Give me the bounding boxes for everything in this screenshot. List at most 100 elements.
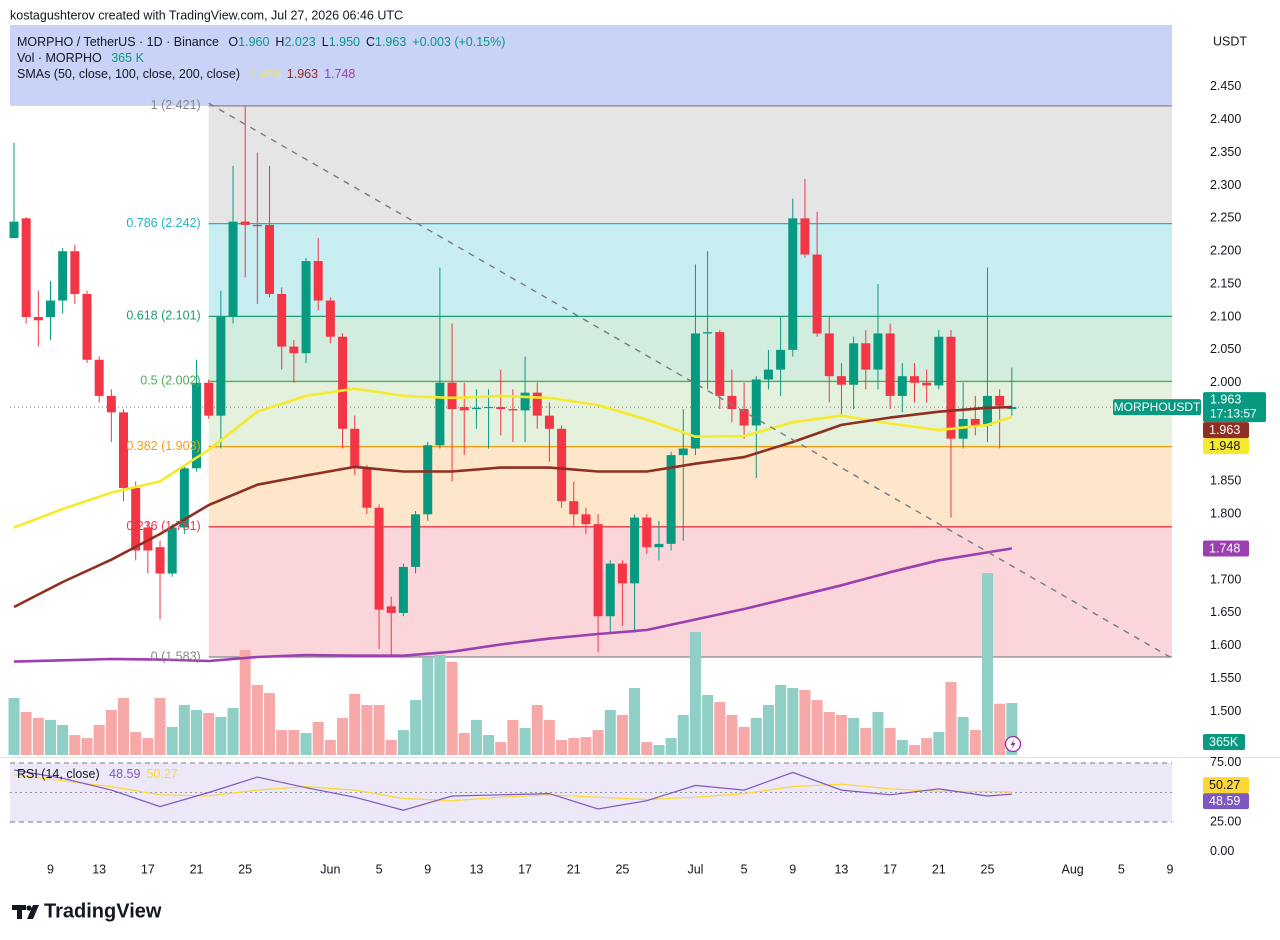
legend-value: 1.950: [328, 35, 360, 49]
candle-body: [678, 448, 688, 456]
volume-bar: [166, 726, 178, 755]
candle-body: [812, 254, 822, 334]
candle-body: [520, 392, 530, 411]
candle-body: [240, 221, 250, 225]
rsi-value: 48.59: [109, 767, 141, 781]
volume-bar: [860, 727, 872, 755]
candle-body: [654, 543, 664, 548]
volume-bar: [689, 632, 701, 755]
volume-bar: [410, 699, 422, 755]
rsi-line: [13, 769, 1012, 811]
candle-body: [885, 333, 895, 396]
volume-bar: [835, 714, 847, 755]
volume-bar: [239, 649, 251, 755]
rsi-tick-label: 0.00: [1210, 844, 1234, 858]
sma-line: [13, 405, 1012, 609]
volume-bar: [677, 714, 689, 755]
candle-body: [642, 517, 652, 548]
candle-body: [593, 524, 603, 617]
candle-body: [715, 332, 725, 396]
candle-body: [119, 412, 129, 488]
volume-bar: [799, 690, 811, 755]
candle-body: [155, 547, 165, 574]
x-tick-label: 17: [883, 862, 897, 876]
candle-body: [338, 336, 348, 429]
volume-bar: [787, 688, 799, 755]
x-tick-label: 21: [567, 862, 581, 876]
volume-bar: [337, 717, 349, 755]
volume-bar: [81, 738, 93, 755]
candle-body: [398, 566, 408, 613]
candle-body: [934, 336, 944, 386]
volume-bar: [20, 711, 32, 755]
candle-body: [459, 407, 469, 411]
volume-legend: Vol · MORPHO 365 K: [17, 50, 150, 66]
candle-body: [94, 359, 104, 396]
axis-tag-label: 1.948: [1209, 439, 1240, 453]
y-tick-label: 2.100: [1210, 309, 1241, 323]
fib-label: 0.5 (2.002): [140, 374, 200, 388]
price-tags: MORPHOUSDT1.96317:13:571.9481.9631.74836…: [1113, 392, 1266, 810]
candle-body: [216, 317, 226, 416]
volume-bar: [957, 716, 969, 755]
sma-line: [13, 387, 1013, 529]
x-tick-label: Jun: [320, 862, 340, 876]
volume-bar: [470, 719, 482, 755]
axis-tag: [1203, 777, 1249, 794]
y-tick-label: 1.700: [1210, 572, 1241, 586]
volume-bar: [178, 704, 190, 755]
axis-tag: [1203, 422, 1249, 439]
x-tick-label: 17: [518, 862, 532, 876]
volume-bar: [629, 688, 641, 755]
trendline: [208, 102, 1171, 658]
fib-label: 0.382 (1.903): [126, 439, 200, 453]
volume-bar: [276, 730, 288, 755]
volume-bar: [142, 738, 154, 755]
volume-tag-label: 365K: [1209, 735, 1239, 749]
axis-tag-label: 50.27: [1209, 778, 1240, 792]
volume-bar: [458, 733, 470, 755]
candle-body: [496, 407, 506, 410]
brand-name: TradingView: [44, 900, 162, 922]
sma-line: [13, 547, 1013, 663]
volume-bar: [361, 704, 373, 755]
candle-body: [313, 261, 323, 301]
x-tick-label: 9: [47, 862, 54, 876]
sma-value: 1.963: [286, 67, 319, 81]
x-tick-label: 5: [1118, 862, 1125, 876]
candle-body: [861, 343, 871, 370]
volume-bar: [872, 711, 884, 755]
axis-tag-label: 1.963: [1209, 423, 1240, 437]
volume-bar: [884, 727, 896, 755]
y-tick-label: 1.600: [1210, 638, 1241, 652]
candle-body: [411, 514, 421, 567]
volume-bar: [1006, 702, 1018, 755]
y-tick-label: 2.150: [1210, 276, 1241, 290]
y-tick-label: 2.350: [1210, 145, 1241, 159]
price-tag-label: 1.963: [1210, 392, 1241, 406]
sma-title: SMAs (50, close, 100, close, 200, close): [17, 67, 241, 81]
axis-tag-label: 48.59: [1209, 794, 1240, 808]
fib-label: 1 (2.421): [151, 98, 201, 112]
volume-bar: [653, 745, 665, 755]
candle-body: [873, 333, 883, 370]
symbol-tag: [1113, 399, 1201, 416]
sma-legend: SMAs (50, close, 100, close, 200, close)…: [17, 66, 361, 82]
candle-body: [167, 527, 177, 574]
candle-body: [508, 409, 518, 411]
volume-bar: [191, 709, 203, 755]
volume-bar: [434, 654, 446, 755]
y-tick-label: 2.300: [1210, 178, 1241, 192]
volume-bar: [775, 685, 787, 755]
x-tick-label: 13: [92, 862, 106, 876]
fib-band: [208, 316, 1173, 382]
candle-body: [727, 395, 737, 410]
volume-bar: [641, 742, 653, 755]
y-tick-label: 1.550: [1210, 671, 1241, 685]
volume-bar: [57, 724, 69, 755]
candle-body: [970, 418, 980, 426]
y-tick-label: 2.400: [1210, 112, 1241, 126]
volume-bar: [312, 721, 324, 755]
